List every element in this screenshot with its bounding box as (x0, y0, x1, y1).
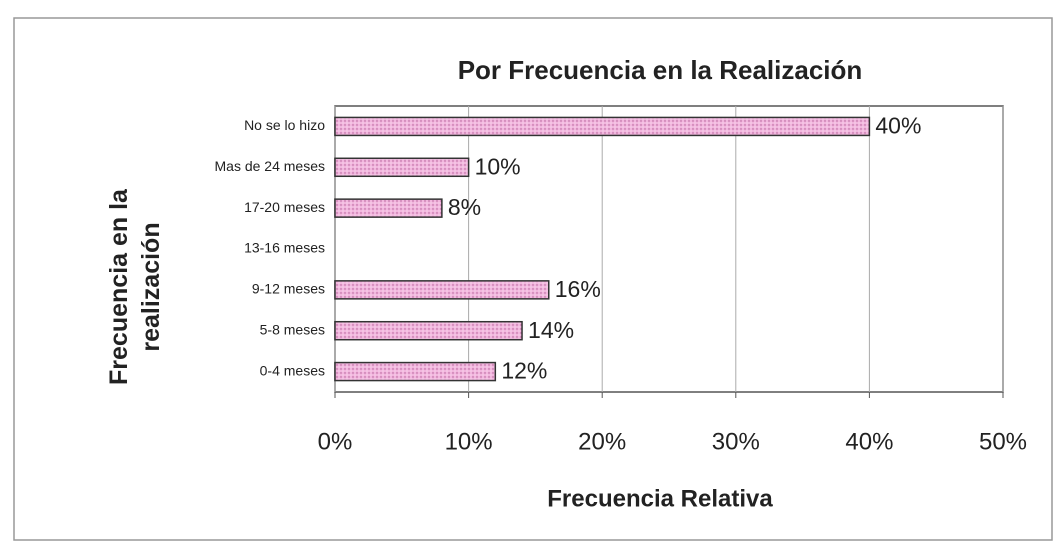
chart-title: Por Frecuencia en la Realización (458, 55, 863, 85)
bar (334, 280, 550, 300)
x-tick-label: 40% (845, 428, 893, 455)
x-tick-label: 20% (578, 428, 626, 455)
data-label: 12% (501, 358, 547, 384)
y-axis-title: Frecuencia en la realización (105, 189, 165, 385)
x-tick-label: 50% (979, 428, 1027, 455)
y-tick-label: 13-16 meses (244, 240, 325, 256)
y-tick-label: 17-20 meses (244, 199, 325, 215)
bar (334, 198, 443, 218)
plot-area (334, 105, 1004, 393)
data-label: 14% (528, 317, 574, 343)
data-label: 16% (555, 276, 601, 302)
data-label: 8% (448, 194, 481, 220)
y-tick-label: 5-8 meses (260, 321, 325, 337)
bar (334, 361, 497, 382)
x-tick-label: 10% (445, 428, 493, 455)
bar (334, 320, 523, 341)
x-tick-label: 30% (712, 428, 760, 455)
data-label: 10% (475, 153, 521, 179)
x-tick-label: 0% (318, 428, 353, 455)
y-tick-label: Mas de 24 meses (215, 158, 326, 174)
y-tick-label: 0-4 meses (260, 362, 325, 378)
y-tick-label: No se lo hizo (244, 117, 325, 133)
y-tick-label: 9-12 meses (252, 281, 325, 297)
x-axis-title: Frecuencia Relativa (547, 485, 773, 512)
frame (13, 17, 1053, 541)
data-label: 40% (875, 113, 921, 139)
bar (334, 116, 871, 137)
bar (334, 157, 470, 178)
